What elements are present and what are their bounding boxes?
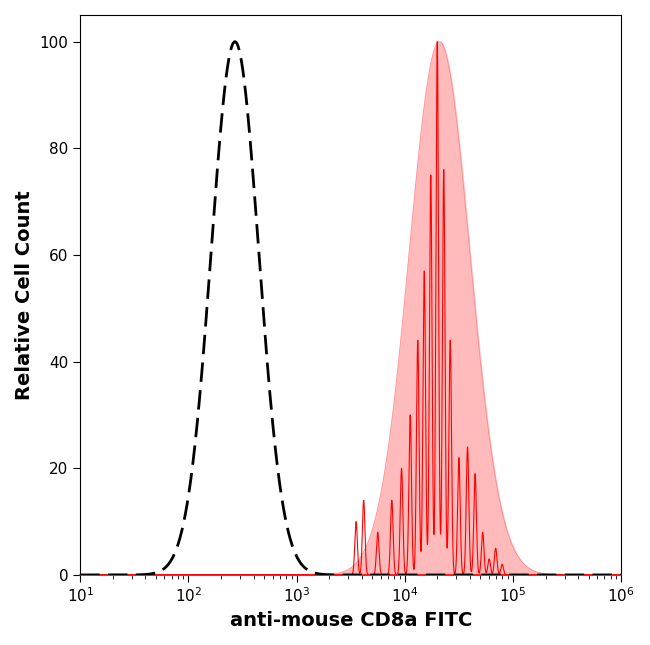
X-axis label: anti-mouse CD8a FITC: anti-mouse CD8a FITC	[229, 611, 472, 630]
Y-axis label: Relative Cell Count: Relative Cell Count	[15, 190, 34, 400]
